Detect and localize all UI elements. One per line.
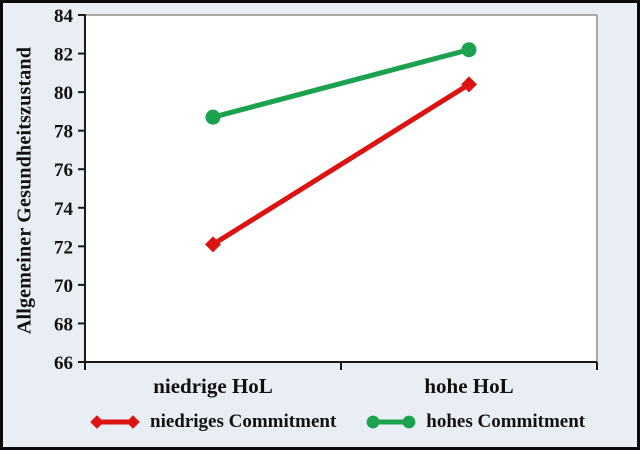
circle-marker bbox=[205, 109, 221, 125]
legend-item-niedriges-commitment: niedriges Commitment bbox=[90, 411, 336, 433]
diamond-marker bbox=[90, 415, 104, 429]
circle-marker bbox=[402, 415, 416, 429]
y-tick-label: 74 bbox=[54, 199, 74, 220]
series-line-1 bbox=[210, 47, 472, 120]
series-line-0 bbox=[210, 81, 472, 247]
y-tick-label: 84 bbox=[54, 6, 74, 27]
circle-marker bbox=[366, 415, 380, 429]
legend: niedriges Commitment hohes Commitment bbox=[90, 411, 585, 433]
y-tick-label: 72 bbox=[54, 237, 73, 258]
circle-marker bbox=[461, 42, 477, 58]
y-tick-label: 80 bbox=[54, 83, 73, 104]
legend-label: niedriges Commitment bbox=[150, 411, 337, 432]
diamond-marker bbox=[126, 415, 140, 429]
plot-background bbox=[85, 15, 597, 362]
diamond-marker bbox=[205, 236, 221, 253]
y-tick-label: 68 bbox=[54, 314, 73, 335]
legend-item-hohes-commitment: hohes Commitment bbox=[366, 411, 585, 433]
y-tick-label: 66 bbox=[54, 353, 73, 374]
x-tick-label: niedrige HoL bbox=[153, 374, 273, 398]
x-tick-label: hohe HoL bbox=[424, 374, 513, 398]
y-tick-label: 76 bbox=[54, 160, 73, 181]
y-tick-label: 70 bbox=[54, 276, 73, 297]
y-tick-label: 82 bbox=[54, 45, 73, 66]
legend-label: hohes Commitment bbox=[426, 411, 586, 432]
diamond-marker bbox=[461, 76, 477, 93]
green-circle-line-icon bbox=[366, 415, 416, 429]
red-diamond-line-icon bbox=[90, 415, 140, 429]
y-tick-label: 78 bbox=[54, 122, 73, 143]
